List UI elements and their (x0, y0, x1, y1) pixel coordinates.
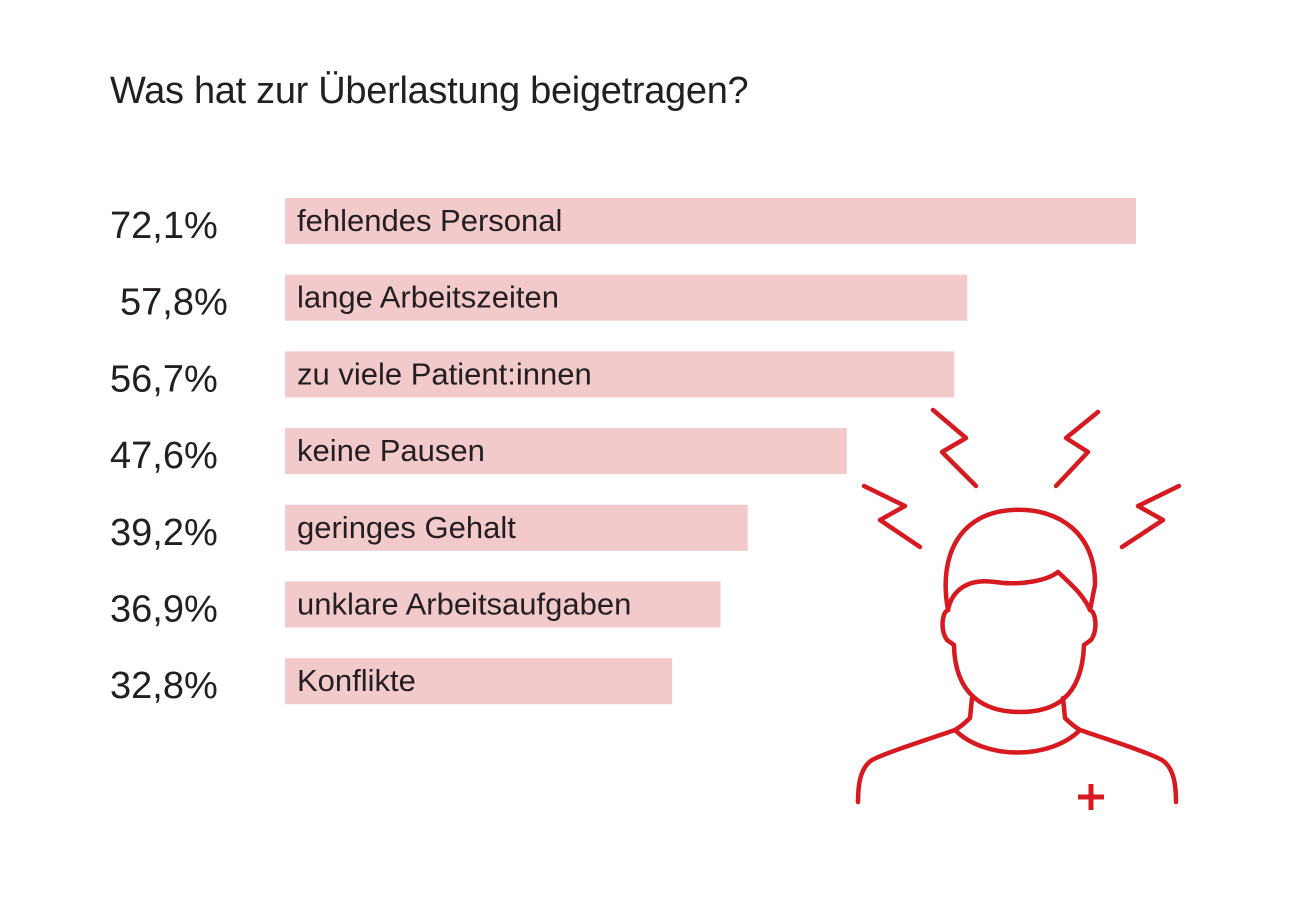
hair-line-icon (945, 569, 1093, 613)
chart-title: Was hat zur Überlastung beigetragen? (110, 70, 749, 112)
stress-line-icon (1119, 483, 1182, 550)
bar-value-label: 47,6% (110, 435, 218, 477)
bars-layer: fehlendes Personal 72,1% lange Arbeitszeit… (110, 198, 1136, 707)
bar-category-label: unklare Arbeitsaufgaben (297, 587, 631, 622)
bar-category-label: keine Pausen (297, 433, 485, 468)
bar-value-label: 36,9% (110, 589, 218, 631)
stress-line-icon (861, 483, 923, 550)
bar (285, 274, 968, 321)
stress-line-icon (930, 407, 979, 489)
bar (285, 428, 847, 475)
bar (285, 504, 748, 551)
stress-line-icon (1053, 409, 1101, 489)
bar (285, 351, 955, 398)
neck-collar-icon (952, 695, 1083, 755)
bar-value-label: 57,8% (120, 282, 228, 324)
shoulders-icon (855, 727, 1179, 805)
bar-value-label: 56,7% (110, 358, 218, 400)
bar-category-label: lange Arbeitszeiten (297, 280, 559, 315)
bar-category-label: geringes Gehalt (297, 510, 516, 545)
bar-value-label: 32,8% (110, 665, 218, 707)
red-cross-icon (1078, 784, 1104, 810)
head-outline-icon (940, 507, 1098, 715)
bar (285, 581, 721, 628)
bar-value-label: 72,1% (110, 205, 218, 247)
bar-category-label: zu viele Patient:innen (297, 356, 592, 391)
bar (285, 658, 673, 705)
bar-category-label: fehlendes Personal (297, 203, 562, 238)
bar-category-label: Konflikte (297, 663, 416, 698)
bar (285, 198, 1136, 244)
bar-value-label: 39,2% (110, 512, 218, 554)
